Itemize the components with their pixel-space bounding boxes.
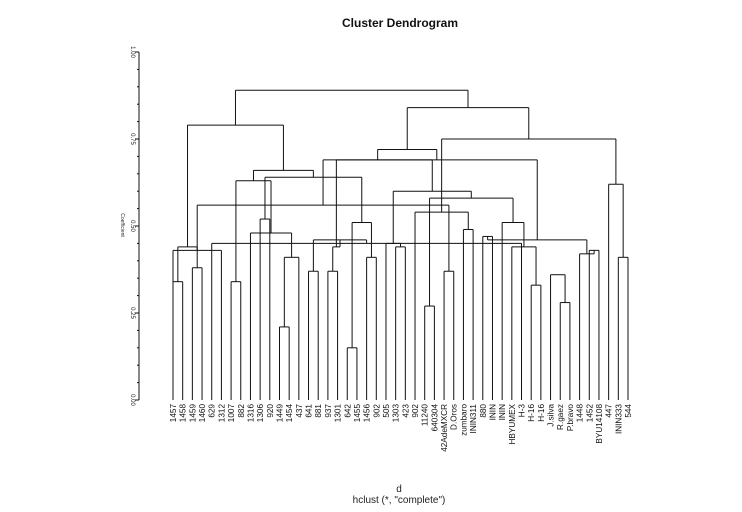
leaf-label: 505 bbox=[382, 404, 391, 418]
leaf-label: 42AdeMXCR bbox=[440, 404, 449, 452]
leaf-label: 1449 bbox=[275, 404, 284, 423]
leaf-label: 1007 bbox=[227, 404, 236, 423]
y-axis-label: Coefficient bbox=[119, 213, 125, 237]
leaf-label: R.gaez bbox=[556, 404, 565, 430]
leaf-label: D.Oros bbox=[450, 404, 459, 430]
leaf-label: 544 bbox=[624, 404, 633, 418]
method-label: hclust (*, "complete") bbox=[353, 495, 446, 506]
leaf-label: 1303 bbox=[392, 404, 401, 423]
leaf-label: 1452 bbox=[585, 404, 594, 423]
dendrogram-branches bbox=[172, 89, 629, 400]
y-tick-label: 0.25 bbox=[129, 307, 135, 319]
leaf-label: ININ bbox=[488, 404, 497, 420]
leaf-label: ININ311 bbox=[469, 404, 478, 434]
leaf-label: zumbaro bbox=[459, 404, 468, 436]
leaf-label: 902 bbox=[372, 404, 381, 418]
leaf-label: 423 bbox=[401, 404, 410, 418]
chart-title: Cluster Dendrogram bbox=[342, 16, 458, 30]
leaf-label: 1301 bbox=[334, 404, 343, 423]
leaf-label: 629 bbox=[208, 404, 217, 418]
leaf-label: 902 bbox=[411, 404, 420, 418]
leaf-label: H-3 bbox=[518, 404, 527, 418]
y-axis: 0.00 0.25 0.50 0.75 1.00 bbox=[129, 46, 140, 406]
leaf-label: 447 bbox=[605, 404, 614, 418]
leaf-label: 882 bbox=[237, 404, 246, 418]
leaf-label: ININ bbox=[498, 404, 507, 420]
leaf-label: 642 bbox=[343, 404, 352, 418]
leaf-label: 1454 bbox=[285, 404, 294, 423]
leaf-label: BYU14108 bbox=[595, 404, 604, 444]
leaf-labels: 1457 1458 1459 1460 629 1312 1007 882 1316 1306 92… bbox=[169, 403, 633, 451]
leaf-label: 1312 bbox=[217, 404, 226, 423]
leaf-label: 1448 bbox=[576, 404, 585, 423]
leaf-label: 880 bbox=[479, 404, 488, 418]
leaf-label: 11240 bbox=[421, 404, 430, 427]
leaf-label: H-16 bbox=[527, 404, 536, 422]
y-tick-label: 1.00 bbox=[129, 46, 135, 58]
leaf-label: 1306 bbox=[256, 404, 265, 423]
leaf-label: 1456 bbox=[363, 404, 372, 423]
y-tick-label: 0.50 bbox=[129, 220, 135, 232]
leaf-label: 937 bbox=[324, 404, 333, 418]
x-axis-label: d bbox=[396, 484, 402, 495]
leaf-label: 1316 bbox=[246, 404, 255, 423]
leaf-label: 641 bbox=[305, 404, 314, 418]
leaf-label: P.bravo bbox=[566, 404, 575, 432]
leaf-label: ININ333 bbox=[614, 404, 623, 434]
leaf-label: 1460 bbox=[198, 404, 207, 423]
leaf-label: 1458 bbox=[179, 404, 188, 423]
leaf-label: 1455 bbox=[353, 404, 362, 423]
leaf-label: 920 bbox=[266, 404, 275, 418]
leaf-label: J.silva bbox=[547, 404, 556, 427]
leaf-label: 437 bbox=[295, 404, 304, 418]
leaf-label: H-16 bbox=[537, 404, 546, 422]
leaf-label: HBYUMEX bbox=[508, 403, 517, 444]
leaf-label: 1457 bbox=[169, 404, 178, 423]
y-tick-label: 0.00 bbox=[129, 394, 135, 406]
leaf-label: 881 bbox=[314, 404, 323, 418]
leaf-label: 1459 bbox=[188, 404, 197, 423]
leaf-label: 640304 bbox=[430, 404, 439, 432]
y-tick-label: 0.75 bbox=[129, 133, 135, 145]
